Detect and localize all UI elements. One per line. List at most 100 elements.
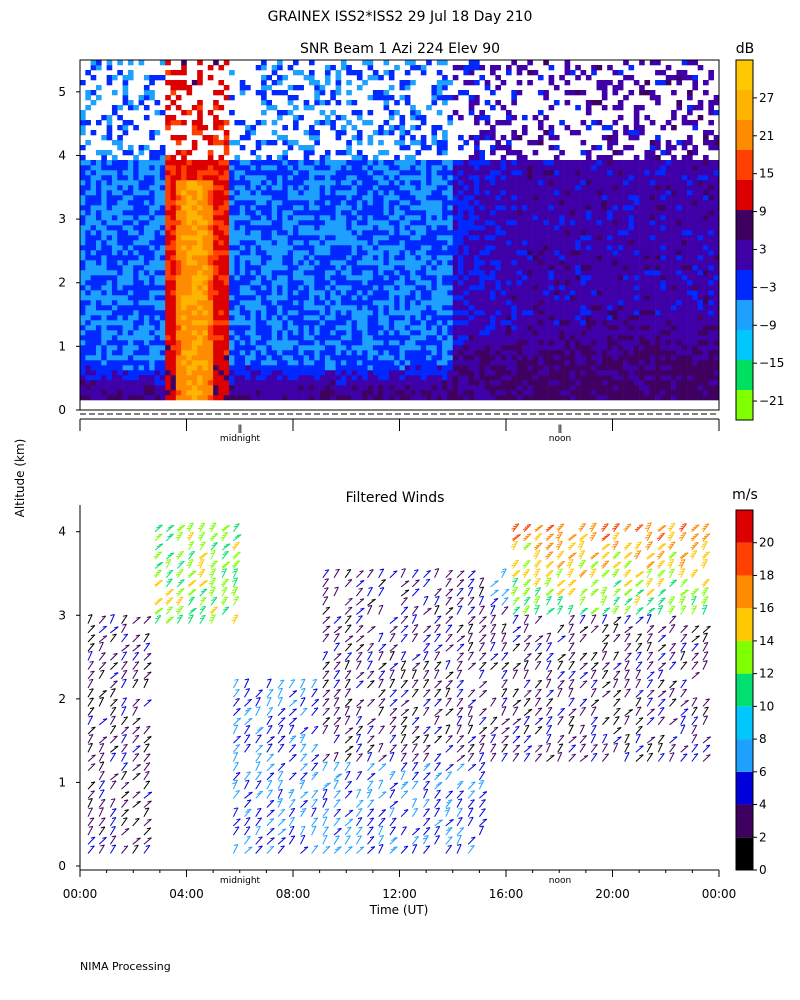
snr-cell <box>308 310 315 316</box>
snr-cell <box>516 175 523 181</box>
snr-cell <box>186 265 193 271</box>
snr-cell <box>383 120 390 126</box>
snr-cell <box>372 260 379 266</box>
snr-cell <box>346 210 352 216</box>
snr-cell <box>218 210 225 216</box>
snr-cell <box>479 165 485 171</box>
snr-cell <box>85 180 91 186</box>
snr-cell <box>452 180 459 186</box>
snr-cell <box>468 295 475 301</box>
snr-cell <box>388 315 395 321</box>
snr-cell <box>420 305 427 311</box>
snr-cell <box>340 365 347 371</box>
snr-cell <box>138 240 145 246</box>
snr-cell <box>388 245 395 251</box>
snr-cell <box>197 195 203 201</box>
snr-cell <box>511 365 517 371</box>
snr-cell <box>415 220 422 226</box>
snr-cell <box>197 340 203 346</box>
snr-cell <box>293 305 299 311</box>
snr-cell <box>101 385 107 391</box>
snr-cell <box>463 300 470 306</box>
snr-cell <box>468 175 475 181</box>
snr-cell <box>324 70 331 76</box>
snr-cell <box>85 250 91 256</box>
snr-cell <box>213 285 219 291</box>
snr-cell <box>138 345 145 351</box>
snr-cell <box>101 345 107 351</box>
snr-cell <box>378 325 384 331</box>
snr-cell <box>506 180 512 186</box>
snr-cell <box>245 170 251 176</box>
snr-cell <box>207 200 214 206</box>
snr-cell <box>165 180 171 186</box>
snr-cell <box>463 245 470 251</box>
snr-cell <box>516 340 523 346</box>
snr-cell <box>420 310 427 316</box>
snr-cell <box>367 175 374 181</box>
snr-cell <box>532 200 539 206</box>
snr-cell <box>553 165 560 171</box>
snr-cell <box>298 115 304 121</box>
snr-cell <box>330 215 336 221</box>
snr-cell <box>90 265 97 271</box>
snr-cell <box>95 235 102 241</box>
snr-cell <box>553 290 560 296</box>
snr-cell <box>458 335 464 341</box>
snr-cell <box>293 280 299 286</box>
snr-cell <box>154 295 161 301</box>
snr-cell <box>186 165 193 171</box>
snr-cell <box>202 125 209 131</box>
snr-cell <box>415 110 422 116</box>
snr-cell <box>271 385 278 391</box>
snr-cell <box>324 295 331 301</box>
snr-cell <box>410 360 416 366</box>
snr-cell <box>106 190 113 196</box>
snr-cell <box>394 125 400 131</box>
snr-cell <box>202 135 209 141</box>
snr-cell <box>202 320 209 326</box>
snr-cell <box>282 285 288 291</box>
snr-cell <box>346 225 352 231</box>
snr-cell <box>543 350 549 356</box>
snr-cell <box>80 180 86 186</box>
snr-cell <box>537 325 544 331</box>
snr-cell <box>399 325 406 331</box>
snr-cell <box>127 270 134 276</box>
snr-cell <box>143 345 150 351</box>
snr-cell <box>239 80 246 86</box>
snr-cell <box>479 295 485 301</box>
snr-cell <box>165 245 171 251</box>
snr-cell <box>356 170 363 176</box>
snr-cell <box>133 300 139 306</box>
snr-cell <box>229 205 235 211</box>
snr-cell <box>356 300 363 306</box>
snr-cell <box>458 315 464 321</box>
snr-cell <box>213 340 219 346</box>
snr-cell <box>138 370 145 376</box>
snr-cell <box>495 350 501 356</box>
snr-cell <box>80 310 86 316</box>
snr-cell <box>516 80 523 86</box>
snr-cell <box>90 60 97 66</box>
snr-cell <box>415 150 422 156</box>
snr-cell <box>287 315 294 321</box>
snr-cell <box>463 90 470 96</box>
snr-cell <box>85 220 91 226</box>
snr-cell <box>250 270 257 276</box>
snr-cell <box>532 240 539 246</box>
snr-cell <box>543 375 549 381</box>
snr-cell <box>101 310 107 316</box>
snr-cell <box>548 255 555 261</box>
snr-cell <box>181 280 187 286</box>
snr-cell <box>213 255 219 261</box>
snr-cell <box>213 240 219 246</box>
snr-cell <box>95 175 102 181</box>
snr-cell <box>154 365 161 371</box>
snr-cell <box>420 390 427 396</box>
snr-cell <box>197 185 203 191</box>
snr-cell <box>308 335 315 341</box>
snr-cell <box>559 275 565 281</box>
snr-cell <box>277 355 283 361</box>
snr-cell <box>277 330 283 336</box>
